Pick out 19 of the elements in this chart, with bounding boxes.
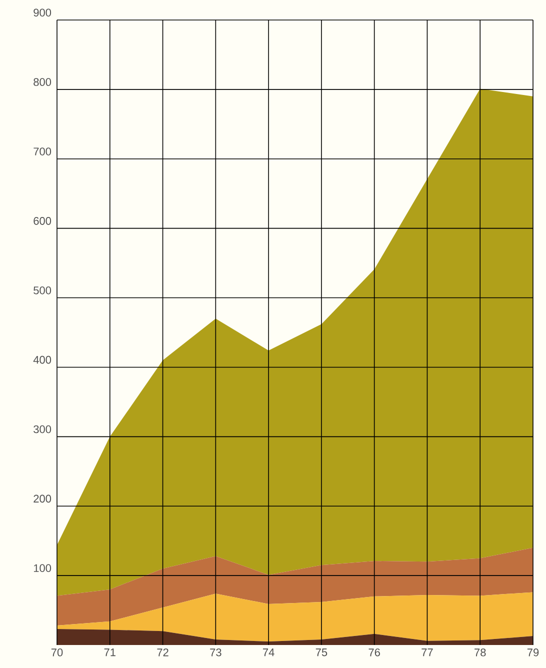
y-tick-label: 900 bbox=[34, 8, 52, 16]
y-tick-label: 200 bbox=[34, 494, 52, 503]
x-tick-label: 75 bbox=[316, 648, 328, 656]
y-tick-label: 500 bbox=[34, 286, 52, 294]
y-tick-label: 400 bbox=[33, 356, 52, 364]
y-tick-label: 100 bbox=[34, 564, 52, 572]
y-tick-label: 600 bbox=[34, 217, 52, 225]
x-tick-label: 77 bbox=[422, 648, 433, 656]
x-tick-label: 79 bbox=[527, 648, 539, 656]
x-tick-label: 78 bbox=[474, 648, 486, 656]
x-tick-label: 71 bbox=[104, 648, 116, 656]
x-tick-label: 74 bbox=[263, 648, 274, 656]
x-tick-label: 72 bbox=[157, 648, 168, 656]
x-tick-label: 70 bbox=[51, 648, 63, 656]
x-tick-label: 73 bbox=[210, 648, 222, 656]
y-tick-label: 800 bbox=[34, 78, 52, 86]
y-tick-label: 300 bbox=[34, 425, 52, 434]
y-tick-label: 700 bbox=[34, 148, 52, 156]
x-tick-label: 76 bbox=[368, 648, 380, 656]
